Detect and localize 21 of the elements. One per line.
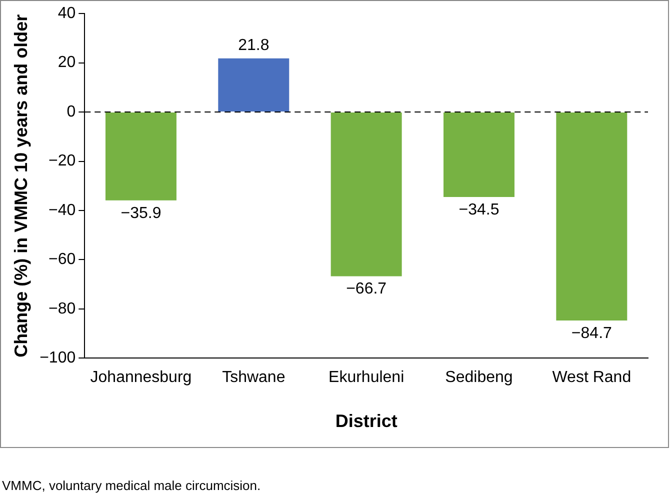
y-tick-label: −60 [48,251,76,268]
y-tick-label: 40 [58,5,76,22]
data-label: −66.7 [346,280,387,298]
x-tick-label: Sedibeng [445,369,513,386]
data-label: 21.8 [238,36,270,54]
y-tick-label: −40 [48,202,76,219]
x-tick-label: Ekurhuleni [328,369,404,386]
y-tick-label: 0 [66,103,76,120]
data-label: −34.5 [458,201,500,218]
data-label: −84.7 [571,324,612,342]
x-axis-title: District [335,411,398,432]
x-tick-label: West Rand [552,369,632,386]
text: VMMC, voluntary medical male circumcision. [2,478,261,493]
data-label: −35.9 [120,204,162,222]
x-tick-label: Johannesburg [90,369,192,386]
y-tick-label: 20 [58,54,76,72]
y-axis-title: Change (%) in VMMC 10 years and older [10,14,31,358]
y-tick-label: −20 [48,152,76,170]
y-tick-label: −100 [40,350,76,367]
x-tick-label: Tshwane [222,369,286,386]
y-tick-label: −80 [48,300,76,318]
